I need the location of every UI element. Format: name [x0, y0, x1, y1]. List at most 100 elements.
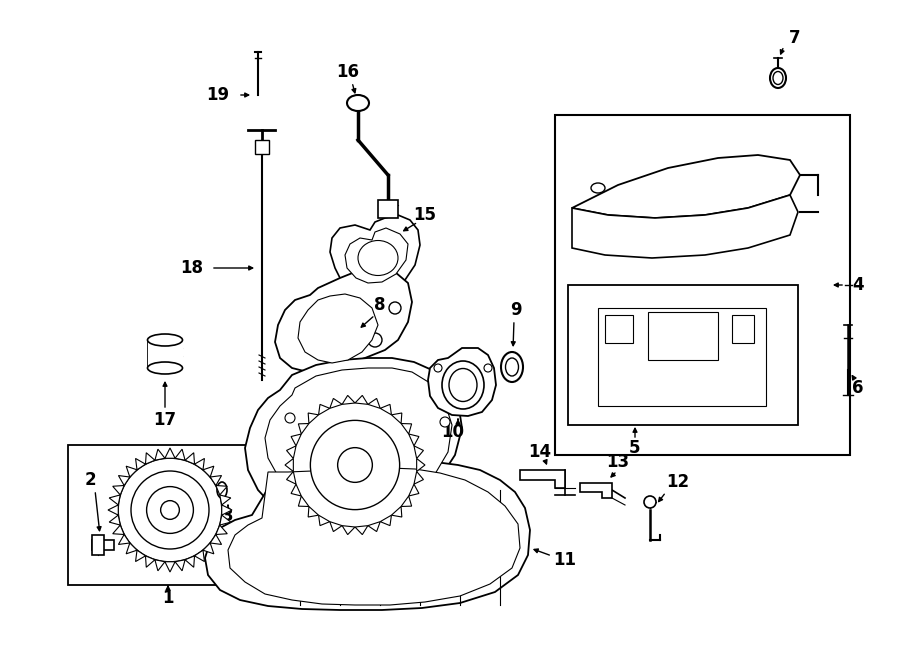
Polygon shape	[342, 395, 355, 405]
Circle shape	[310, 420, 400, 510]
Bar	[732, 315, 754, 343]
Polygon shape	[108, 505, 118, 515]
Polygon shape	[155, 449, 165, 460]
Polygon shape	[291, 484, 302, 496]
Bar	[378, 200, 398, 218]
Text: 14: 14	[528, 443, 552, 461]
Bar	[648, 312, 718, 360]
Text: 13: 13	[607, 453, 630, 471]
Circle shape	[340, 350, 350, 360]
Polygon shape	[401, 424, 411, 434]
Polygon shape	[109, 515, 121, 525]
Polygon shape	[126, 466, 137, 477]
Polygon shape	[220, 495, 230, 505]
Polygon shape	[409, 484, 419, 496]
Circle shape	[147, 486, 194, 533]
Polygon shape	[401, 496, 411, 506]
Polygon shape	[286, 471, 296, 484]
Text: 19: 19	[206, 86, 230, 104]
Circle shape	[312, 322, 328, 338]
Circle shape	[484, 364, 492, 372]
Polygon shape	[520, 470, 565, 488]
Bar	[92, 535, 104, 555]
Polygon shape	[428, 348, 496, 416]
Polygon shape	[291, 434, 302, 446]
Polygon shape	[220, 515, 230, 525]
Polygon shape	[228, 468, 520, 605]
Polygon shape	[155, 560, 165, 571]
Polygon shape	[355, 525, 368, 535]
Circle shape	[368, 333, 382, 347]
Circle shape	[131, 471, 209, 549]
Polygon shape	[380, 515, 392, 525]
Text: 10: 10	[442, 423, 464, 441]
Polygon shape	[319, 405, 329, 415]
Polygon shape	[265, 368, 452, 508]
Polygon shape	[580, 483, 612, 498]
Text: 4: 4	[852, 276, 864, 294]
Polygon shape	[221, 505, 232, 515]
Polygon shape	[211, 475, 221, 485]
Ellipse shape	[347, 95, 369, 111]
Polygon shape	[414, 471, 424, 484]
Polygon shape	[119, 475, 130, 485]
Polygon shape	[176, 449, 185, 460]
Polygon shape	[176, 560, 185, 571]
Ellipse shape	[773, 71, 783, 85]
Circle shape	[440, 417, 450, 427]
Ellipse shape	[591, 183, 605, 193]
Text: 1: 1	[162, 589, 174, 607]
Text: 9: 9	[510, 301, 522, 319]
Ellipse shape	[449, 368, 477, 401]
Text: 16: 16	[337, 63, 359, 81]
Polygon shape	[308, 413, 319, 424]
Polygon shape	[146, 556, 155, 567]
Text: 7: 7	[789, 29, 801, 47]
Polygon shape	[355, 395, 368, 405]
Text: 6: 6	[852, 379, 864, 397]
Text: 8: 8	[374, 296, 386, 314]
Polygon shape	[392, 413, 401, 424]
Text: 5: 5	[629, 439, 641, 457]
Polygon shape	[185, 556, 194, 567]
Text: 2: 2	[85, 471, 95, 489]
Text: 18: 18	[181, 259, 203, 277]
Polygon shape	[368, 399, 380, 408]
Polygon shape	[572, 155, 800, 218]
Circle shape	[160, 500, 179, 520]
Ellipse shape	[442, 361, 484, 409]
Bar	[255, 140, 269, 154]
Bar	[68, 445, 268, 585]
Circle shape	[118, 458, 222, 562]
Ellipse shape	[148, 334, 183, 346]
Polygon shape	[275, 268, 412, 372]
Ellipse shape	[358, 241, 398, 276]
Circle shape	[285, 413, 295, 423]
Polygon shape	[205, 462, 530, 610]
Polygon shape	[112, 525, 124, 535]
Polygon shape	[194, 459, 204, 470]
Text: 12: 12	[666, 473, 689, 491]
Polygon shape	[211, 535, 221, 545]
Ellipse shape	[501, 352, 523, 382]
Polygon shape	[285, 459, 293, 471]
Polygon shape	[203, 466, 214, 477]
Ellipse shape	[506, 358, 518, 376]
Polygon shape	[409, 434, 419, 446]
Circle shape	[434, 364, 442, 372]
Polygon shape	[298, 294, 378, 363]
Polygon shape	[380, 405, 392, 415]
Bar	[605, 315, 633, 343]
Text: 3: 3	[222, 507, 234, 525]
Polygon shape	[572, 195, 798, 258]
Ellipse shape	[770, 68, 786, 88]
Text: 11: 11	[554, 551, 577, 569]
Polygon shape	[136, 550, 146, 562]
Polygon shape	[330, 215, 420, 292]
Bar	[92, 540, 114, 550]
Polygon shape	[308, 506, 319, 517]
Circle shape	[389, 302, 401, 314]
Polygon shape	[109, 495, 121, 505]
Polygon shape	[319, 515, 329, 525]
Polygon shape	[165, 562, 176, 572]
